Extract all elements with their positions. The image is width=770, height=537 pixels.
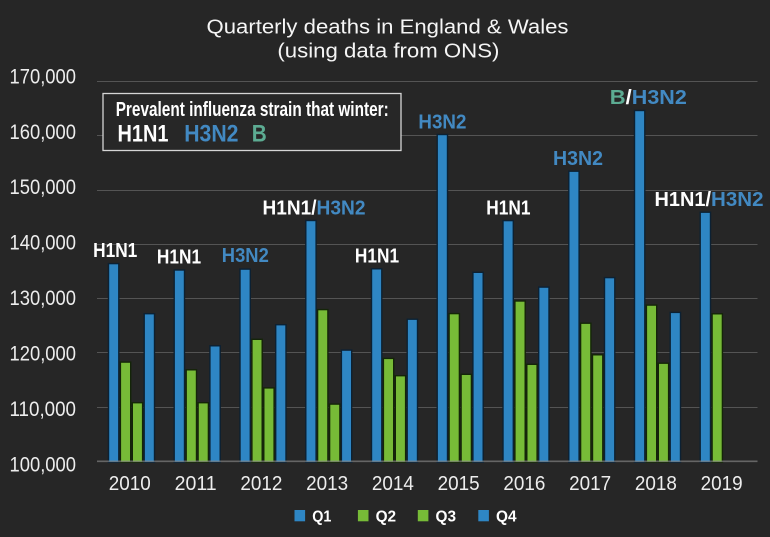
svg-text:H1N1: H1N1 — [118, 121, 169, 148]
svg-text:B: B — [252, 121, 267, 148]
svg-text:H3N2: H3N2 — [632, 87, 687, 109]
svg-text:170,000: 170,000 — [10, 64, 77, 88]
svg-text:2011: 2011 — [175, 473, 217, 495]
svg-text:H3N2: H3N2 — [184, 121, 238, 148]
svg-text:2015: 2015 — [438, 473, 480, 495]
svg-text:110,000: 110,000 — [10, 397, 77, 421]
svg-text:H3N2: H3N2 — [553, 148, 603, 170]
svg-text:H1N1/: H1N1/ — [263, 197, 317, 219]
svg-text:H3N2: H3N2 — [222, 245, 269, 267]
svg-text:160,000: 160,000 — [10, 120, 77, 144]
svg-text:Q1: Q1 — [312, 508, 331, 525]
svg-text:120,000: 120,000 — [10, 342, 77, 366]
svg-text:2013: 2013 — [306, 473, 348, 495]
svg-text:H1N1: H1N1 — [157, 247, 201, 269]
svg-text:H1N1: H1N1 — [486, 197, 530, 219]
svg-text:B: B — [610, 87, 626, 109]
svg-text:140,000: 140,000 — [10, 231, 77, 255]
svg-text:Q3: Q3 — [436, 508, 457, 525]
svg-text:Q4: Q4 — [496, 508, 517, 525]
svg-text:Q2: Q2 — [376, 508, 397, 525]
svg-text:2019: 2019 — [701, 473, 743, 495]
svg-text:150,000: 150,000 — [10, 175, 77, 199]
svg-text:2010: 2010 — [109, 473, 151, 495]
svg-text:Quarterly deaths in England &: Quarterly deaths in England & Wales — [207, 16, 569, 39]
svg-text:2017: 2017 — [569, 473, 611, 495]
svg-text:H1N1/: H1N1/ — [655, 189, 712, 211]
svg-text:(using data from ONS): (using data from ONS) — [277, 40, 499, 63]
svg-text:2016: 2016 — [503, 473, 545, 495]
svg-text:2018: 2018 — [635, 473, 677, 495]
svg-text:100,000: 100,000 — [10, 452, 77, 476]
svg-text:2012: 2012 — [240, 473, 282, 495]
svg-text:Prevalent influenza strain tha: Prevalent influenza strain that winter: — [116, 98, 389, 121]
svg-text:H3N2: H3N2 — [317, 197, 366, 219]
svg-text:130,000: 130,000 — [10, 286, 77, 310]
svg-text:/: / — [626, 87, 633, 109]
svg-text:H3N2: H3N2 — [711, 189, 764, 211]
svg-text:2014: 2014 — [372, 473, 414, 495]
svg-text:H3N2: H3N2 — [418, 111, 466, 133]
svg-text:H1N1: H1N1 — [93, 240, 137, 262]
svg-text:H1N1: H1N1 — [355, 245, 399, 267]
